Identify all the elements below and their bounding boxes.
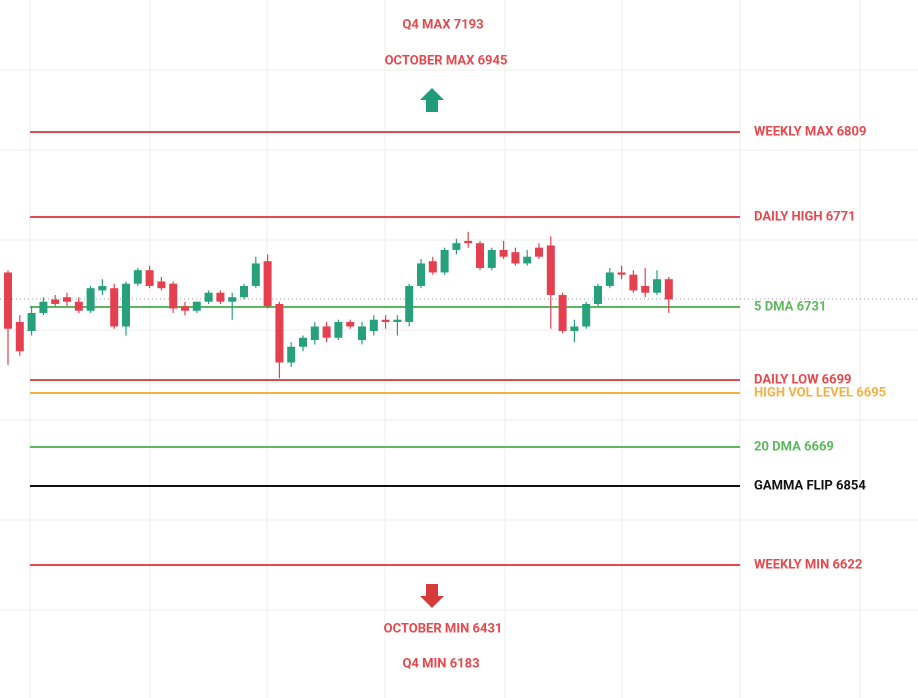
candle-body bbox=[110, 288, 119, 327]
candle-body bbox=[228, 297, 237, 302]
candle-body bbox=[523, 256, 532, 264]
candle-body bbox=[192, 301, 201, 311]
candle-body bbox=[582, 303, 591, 327]
candle-body bbox=[299, 337, 307, 347]
level-label: 5 DMA 6731 bbox=[754, 299, 826, 314]
candle-body bbox=[393, 319, 402, 322]
level-label: WEEKLY MAX 6809 bbox=[754, 124, 866, 139]
candle-body bbox=[641, 285, 650, 293]
candle-body bbox=[157, 281, 166, 289]
candle-body bbox=[452, 243, 461, 250]
candle-body bbox=[169, 283, 178, 309]
candle-body bbox=[275, 303, 284, 363]
candle-body bbox=[346, 321, 355, 327]
candle-body bbox=[133, 270, 142, 284]
candle-body bbox=[181, 306, 189, 311]
candle-body bbox=[216, 292, 225, 302]
candle-body bbox=[464, 240, 473, 244]
candle-body bbox=[204, 292, 213, 302]
candle-body bbox=[558, 294, 567, 331]
candle-body bbox=[263, 261, 272, 307]
candle-body bbox=[428, 261, 437, 273]
candle-body bbox=[476, 243, 484, 268]
level-label: 20 DMA 6669 bbox=[754, 439, 834, 454]
candle-body bbox=[122, 283, 130, 327]
candle-body bbox=[27, 312, 36, 331]
candle-body bbox=[570, 326, 579, 331]
candle-body bbox=[251, 263, 260, 286]
up-arrow bbox=[420, 88, 444, 112]
annotation: OCTOBER MAX 6945 bbox=[385, 53, 508, 68]
candle-body bbox=[369, 319, 378, 331]
candle-body bbox=[4, 272, 12, 329]
level-label: HIGH VOL LEVEL 6695 bbox=[754, 385, 886, 400]
candle-body bbox=[535, 247, 543, 257]
level-label: WEEKLY MIN 6622 bbox=[754, 557, 862, 572]
candle-body bbox=[381, 319, 390, 322]
annotation: OCTOBER MIN 6431 bbox=[384, 621, 503, 636]
level-label: GAMMA FLIP 6854 bbox=[754, 478, 866, 493]
candle-body bbox=[287, 346, 296, 363]
annotation: Q4 MAX 7193 bbox=[402, 17, 483, 32]
candle-body bbox=[334, 321, 343, 338]
candle-body bbox=[653, 279, 661, 293]
candle-body bbox=[63, 297, 71, 302]
candle-body bbox=[86, 288, 95, 311]
candle-body bbox=[664, 279, 673, 300]
candle-body bbox=[594, 285, 602, 304]
candle-body bbox=[487, 249, 496, 268]
candle-body bbox=[98, 285, 107, 291]
candle-body bbox=[51, 299, 60, 304]
candle-body bbox=[417, 263, 425, 286]
candle-body bbox=[546, 245, 555, 295]
candle-body bbox=[358, 326, 366, 340]
candle-body bbox=[405, 285, 414, 322]
annotation: Q4 MIN 6183 bbox=[402, 656, 479, 671]
candle-body bbox=[322, 326, 331, 338]
candle-body bbox=[617, 272, 626, 275]
candle-body bbox=[74, 301, 83, 311]
down-arrow bbox=[420, 584, 444, 608]
candle-body bbox=[440, 249, 449, 273]
candle-body bbox=[629, 274, 638, 291]
candle-body bbox=[240, 285, 248, 298]
candle-body bbox=[511, 252, 520, 264]
level-label: DAILY HIGH 6771 bbox=[754, 209, 856, 224]
candle-body bbox=[605, 272, 614, 286]
level-label: DAILY LOW 6699 bbox=[754, 372, 852, 387]
candle-body bbox=[15, 321, 24, 352]
candle-body bbox=[39, 301, 48, 313]
candle-body bbox=[310, 326, 319, 340]
candle-body bbox=[499, 249, 508, 257]
candle-body bbox=[145, 270, 154, 286]
